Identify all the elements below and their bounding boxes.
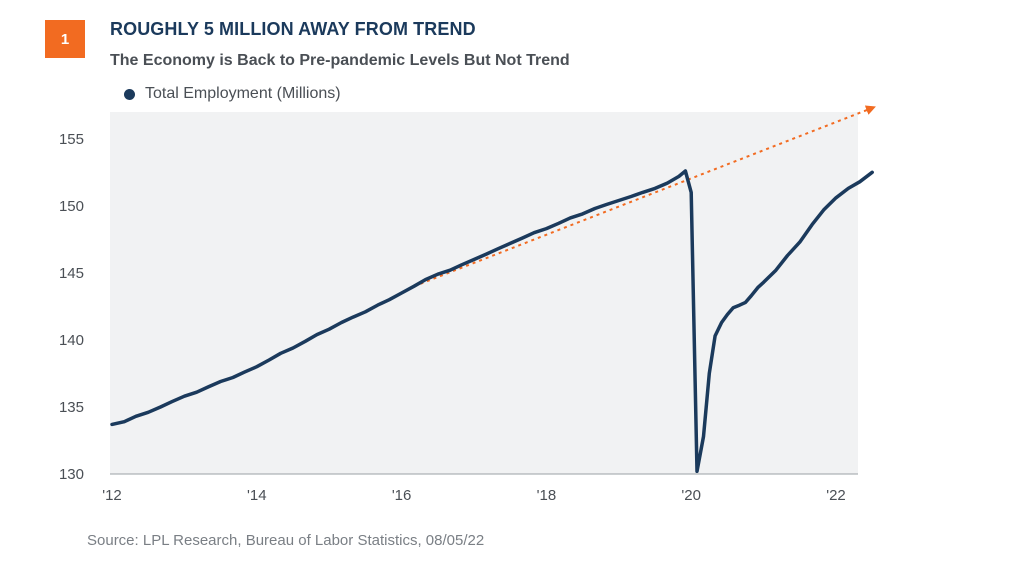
y-tick-label: 135 [59,399,84,416]
series-line-total-employment [110,169,874,474]
x-tick-label: '18 [537,487,557,504]
plot-area [110,112,858,474]
y-tick-label: 130 [59,466,84,483]
y-tick-label: 140 [59,332,84,349]
x-axis-ticks: '12 '14 '16 '18 '20 '22 [102,487,846,504]
chart-number-badge: 1 [45,20,85,58]
legend-label: Total Employment (Millions) [145,85,341,102]
y-tick-label: 150 [59,198,84,215]
y-tick-label: 155 [59,131,84,148]
chart-subtitle: The Economy is Back to Pre-pandemic Leve… [110,52,570,69]
x-tick-label: '16 [392,487,412,504]
x-tick-label: '14 [247,487,267,504]
y-axis-ticks: 130 135 140 145 150 155 [59,131,84,483]
trend-line [413,105,876,288]
source-note: Source: LPL Research, Bureau of Labor St… [87,532,485,549]
x-tick-label: '12 [102,487,122,504]
x-tick-label: '22 [826,487,846,504]
legend: Total Employment (Millions) [124,85,341,103]
chart-title: ROUGHLY 5 MILLION AWAY FROM TREND [110,19,476,39]
x-tick-label: '20 [681,487,701,504]
legend-marker [124,88,135,100]
y-tick-label: 145 [59,265,84,282]
